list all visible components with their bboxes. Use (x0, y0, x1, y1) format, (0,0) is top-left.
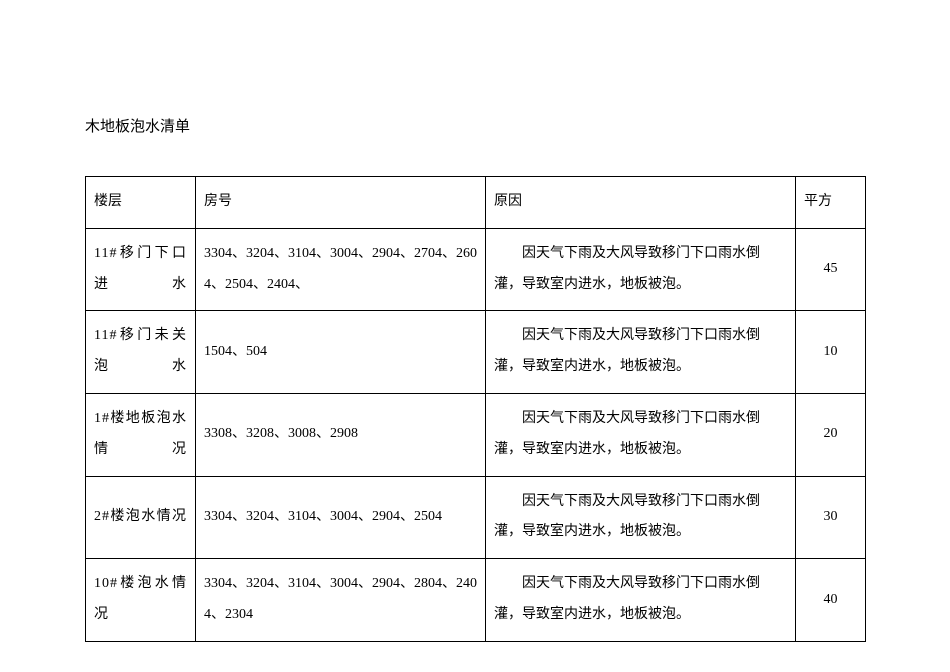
document-title: 木地板泡水清单 (85, 115, 865, 136)
header-room: 房号 (196, 177, 486, 229)
cell-sqm: 20 (796, 393, 866, 476)
cell-floor: 10#楼泡水情况 (86, 559, 196, 642)
flooding-list-table: 楼层 房号 原因 平方 11#移门下口进水 3304、3204、3104、300… (85, 176, 866, 642)
cell-reason: 因天气下雨及大风导致移门下口雨水倒灌，导致室内进水，地板被泡。 (486, 311, 796, 394)
cell-room: 3304、3204、3104、3004、2904、2504 (196, 476, 486, 559)
table-row: 1#楼地板泡水情况 3308、3208、3008、2908 因天气下雨及大风导致… (86, 393, 866, 476)
cell-room: 1504、504 (196, 311, 486, 394)
cell-reason: 因天气下雨及大风导致移门下口雨水倒灌，导致室内进水，地板被泡。 (486, 393, 796, 476)
table-row: 2#楼泡水情况 3304、3204、3104、3004、2904、2504 因天… (86, 476, 866, 559)
cell-reason: 因天气下雨及大风导致移门下口雨水倒灌，导致室内进水，地板被泡。 (486, 559, 796, 642)
cell-floor: 1#楼地板泡水情况 (86, 393, 196, 476)
cell-room: 3304、3204、3104、3004、2904、2804、2404、2304 (196, 559, 486, 642)
header-sqm: 平方 (796, 177, 866, 229)
cell-reason: 因天气下雨及大风导致移门下口雨水倒灌，导致室内进水，地板被泡。 (486, 228, 796, 311)
cell-floor: 11#移门下口进水 (86, 228, 196, 311)
document-page: 木地板泡水清单 楼层 房号 原因 平方 11#移门下口进水 3304、3204、… (0, 0, 950, 672)
table-header-row: 楼层 房号 原因 平方 (86, 177, 866, 229)
cell-sqm: 45 (796, 228, 866, 311)
table-row: 11#移门未关泡水 1504、504 因天气下雨及大风导致移门下口雨水倒灌，导致… (86, 311, 866, 394)
cell-floor: 11#移门未关泡水 (86, 311, 196, 394)
header-reason: 原因 (486, 177, 796, 229)
cell-room: 3304、3204、3104、3004、2904、2704、2604、2504、… (196, 228, 486, 311)
cell-sqm: 10 (796, 311, 866, 394)
cell-sqm: 40 (796, 559, 866, 642)
table-row: 10#楼泡水情况 3304、3204、3104、3004、2904、2804、2… (86, 559, 866, 642)
header-floor: 楼层 (86, 177, 196, 229)
table-row: 11#移门下口进水 3304、3204、3104、3004、2904、2704、… (86, 228, 866, 311)
cell-sqm: 30 (796, 476, 866, 559)
cell-floor: 2#楼泡水情况 (86, 476, 196, 559)
cell-reason: 因天气下雨及大风导致移门下口雨水倒灌，导致室内进水，地板被泡。 (486, 476, 796, 559)
cell-room: 3308、3208、3008、2908 (196, 393, 486, 476)
